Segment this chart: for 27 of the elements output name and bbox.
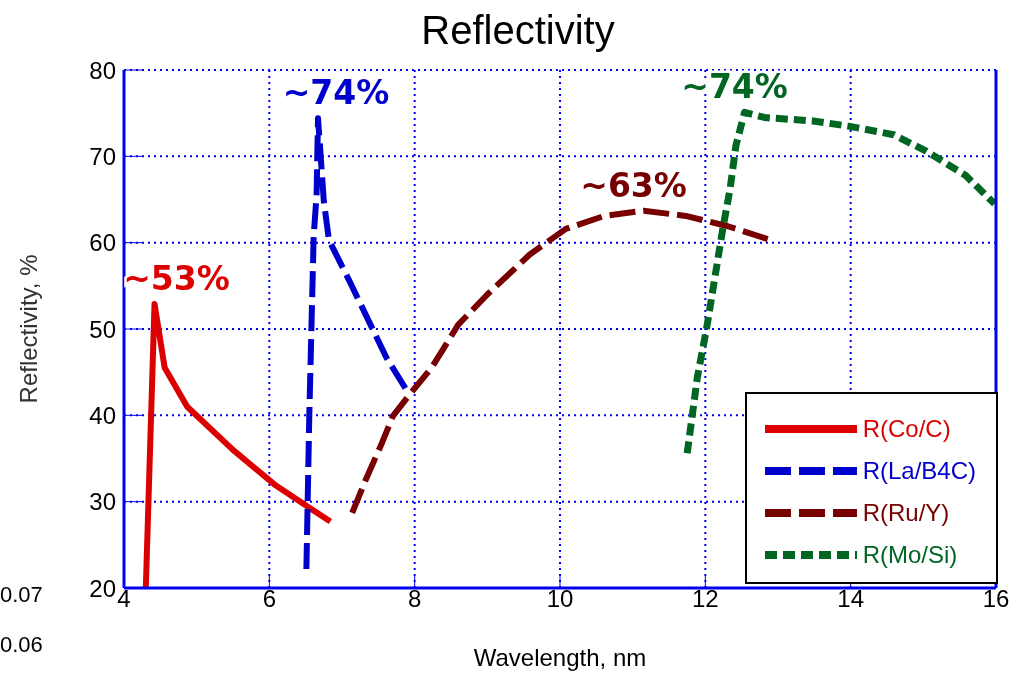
y-tick-label: 30 <box>89 488 116 516</box>
legend-label: R(Mo/Si) <box>862 541 958 569</box>
text: 0.06 <box>0 631 43 659</box>
y-tick-label: 80 <box>89 56 116 84</box>
y-tick-label: 20 <box>89 574 116 602</box>
legend-label: R(La/B4C) <box>862 457 976 485</box>
y-tick-label: 50 <box>89 315 116 343</box>
annotation: ~74% <box>282 73 390 113</box>
x-tick-label: 14 <box>837 585 865 613</box>
annotation: ~53% <box>123 258 230 298</box>
x-tick-label: 12 <box>691 585 719 613</box>
legend-label: R(Co/C) <box>862 415 951 443</box>
annotation: ~63% <box>580 165 687 205</box>
y-tick-label: 60 <box>89 229 116 257</box>
x-tick-label: 8 <box>407 585 422 613</box>
text: 0.07 <box>0 581 43 609</box>
x-tick-label: 6 <box>262 585 277 613</box>
legend-label: R(Ru/Y) <box>862 499 950 527</box>
y-tick-label: 70 <box>89 142 116 170</box>
x-tick-label: 16 <box>982 585 1010 613</box>
y-axis-title: Reflectivity, % <box>14 254 42 404</box>
y-tick-label: 40 <box>89 401 116 429</box>
x-tick-label: 10 <box>546 585 574 613</box>
x-tick-label: 4 <box>117 585 131 613</box>
x-axis-title: Wavelength, nm <box>473 644 647 671</box>
annotation: ~74% <box>681 67 788 107</box>
chart-title: Reflectivity <box>420 8 616 53</box>
